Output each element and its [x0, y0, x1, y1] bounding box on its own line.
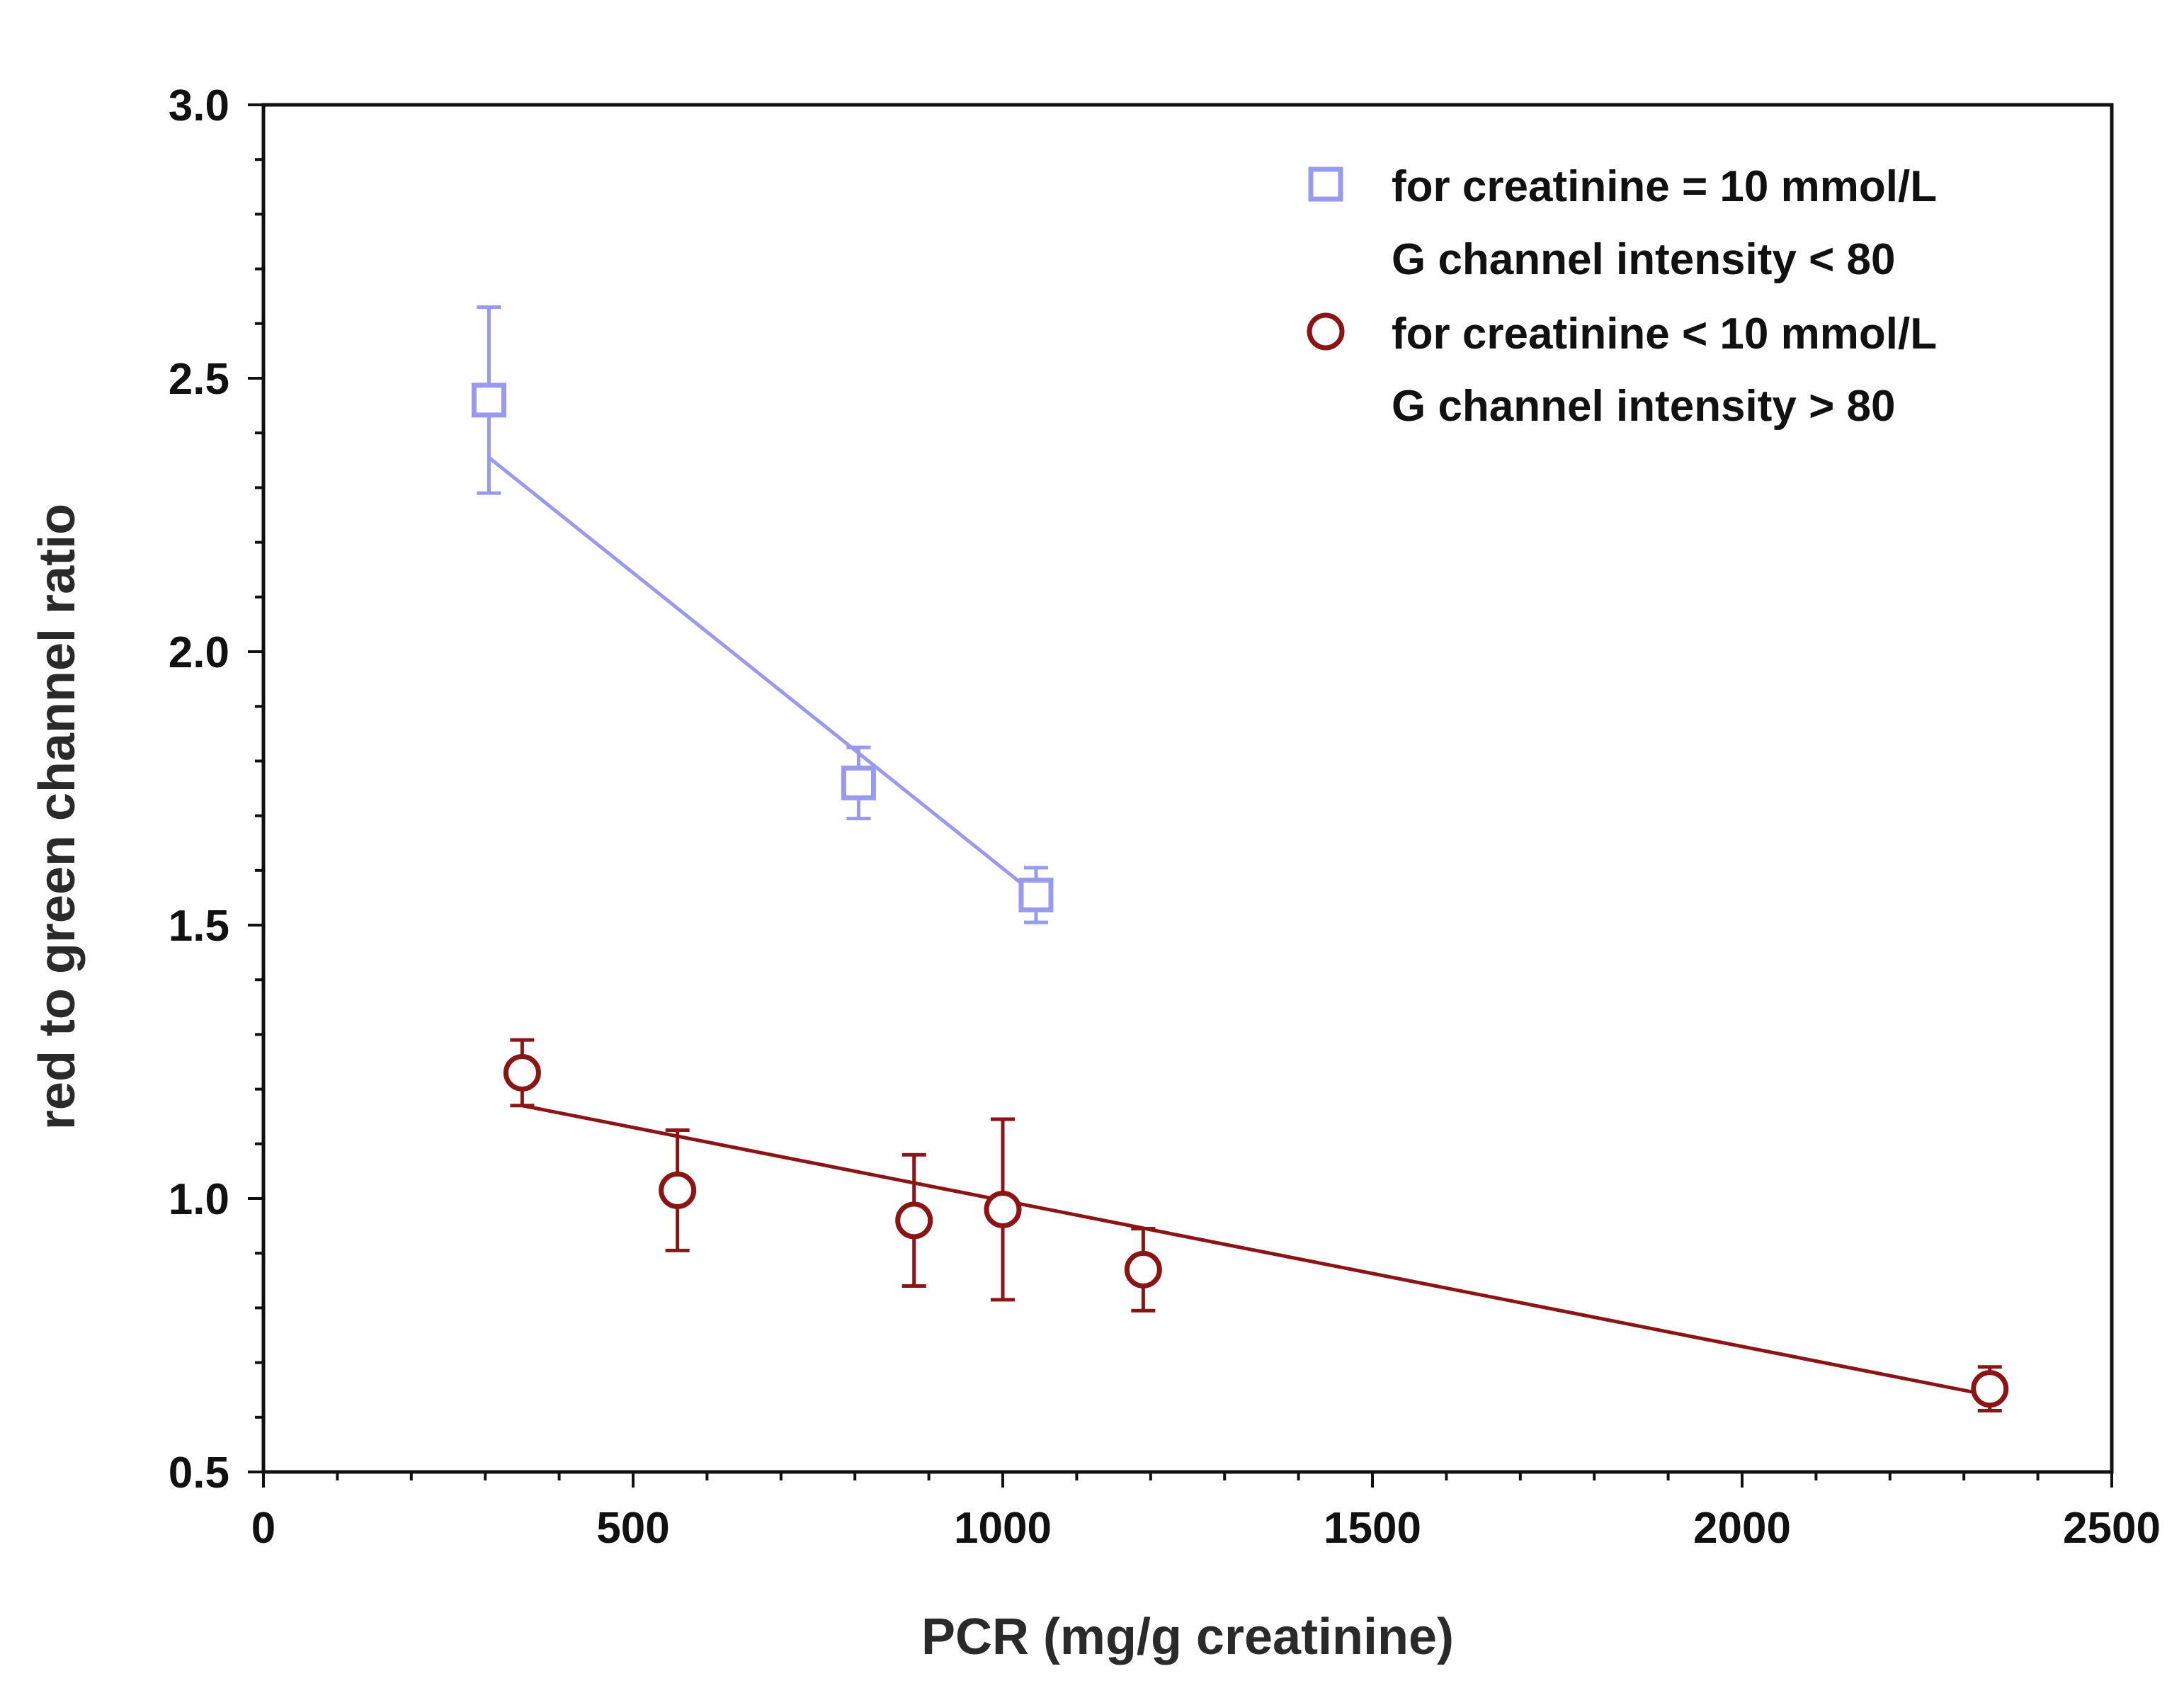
y-tick-label: 0.5	[169, 1449, 229, 1497]
data-point-circle	[659, 1171, 697, 1209]
legend-series-2-label: for creatinine < 10 mmol/L	[1392, 310, 1937, 358]
y-tick-label: 1.5	[169, 902, 229, 951]
x-tick-label: 1000	[954, 1504, 1052, 1553]
legend-series-1-label: for creatinine = 10 mmol/L	[1392, 162, 1937, 211]
data-point-square	[841, 765, 876, 800]
legend-marker-square-icon	[1308, 166, 1343, 202]
x-tick-label: 0	[251, 1504, 275, 1553]
legend-square-mark	[1308, 166, 1343, 202]
legend-series-1-sublabel: G channel intensity < 80	[1392, 235, 1896, 284]
legend: for creatinine = 10 mmol/L G channel int…	[1307, 162, 1937, 431]
data-point-square	[1018, 878, 1054, 913]
x-tick-label: 500	[596, 1504, 669, 1553]
x-tick-label: 1500	[1324, 1504, 1421, 1553]
data-point-circle	[1124, 1250, 1162, 1288]
y-tick-label: 2.5	[169, 355, 229, 404]
y-tick-label: 2.0	[169, 628, 229, 677]
y-tick-label: 1.0	[169, 1175, 229, 1224]
plot-frame	[261, 103, 2114, 1474]
legend-circle-mark	[1307, 312, 1345, 351]
x-tick-label: 2500	[2063, 1504, 2161, 1553]
data-point-circle	[503, 1053, 541, 1092]
legend-series-2-sublabel: G channel intensity > 80	[1392, 382, 1896, 431]
data-point-circle	[984, 1190, 1022, 1228]
x-axis-title: PCR (mg/g creatinine)	[921, 1609, 1454, 1665]
y-axis-title: red to green channel ratio	[29, 504, 86, 1130]
x-tick-label: 2000	[1693, 1504, 1791, 1553]
y-tick-label: 3.0	[169, 81, 229, 130]
series-2-fit-line	[521, 1104, 1991, 1398]
fit-lines	[487, 455, 1991, 1398]
data-point-circle	[895, 1201, 933, 1240]
legend-marker-circle-icon	[1307, 312, 1345, 351]
data-point-circle	[1971, 1370, 2009, 1408]
series-1-fit-line	[487, 455, 1037, 897]
data-markers	[471, 383, 2009, 1408]
data-point-square	[471, 383, 506, 418]
tick-labels: 0 500 1000 1500 2000 2500 0.5 1.0 1.5 2.0 2.5 3.0	[169, 81, 2161, 1553]
